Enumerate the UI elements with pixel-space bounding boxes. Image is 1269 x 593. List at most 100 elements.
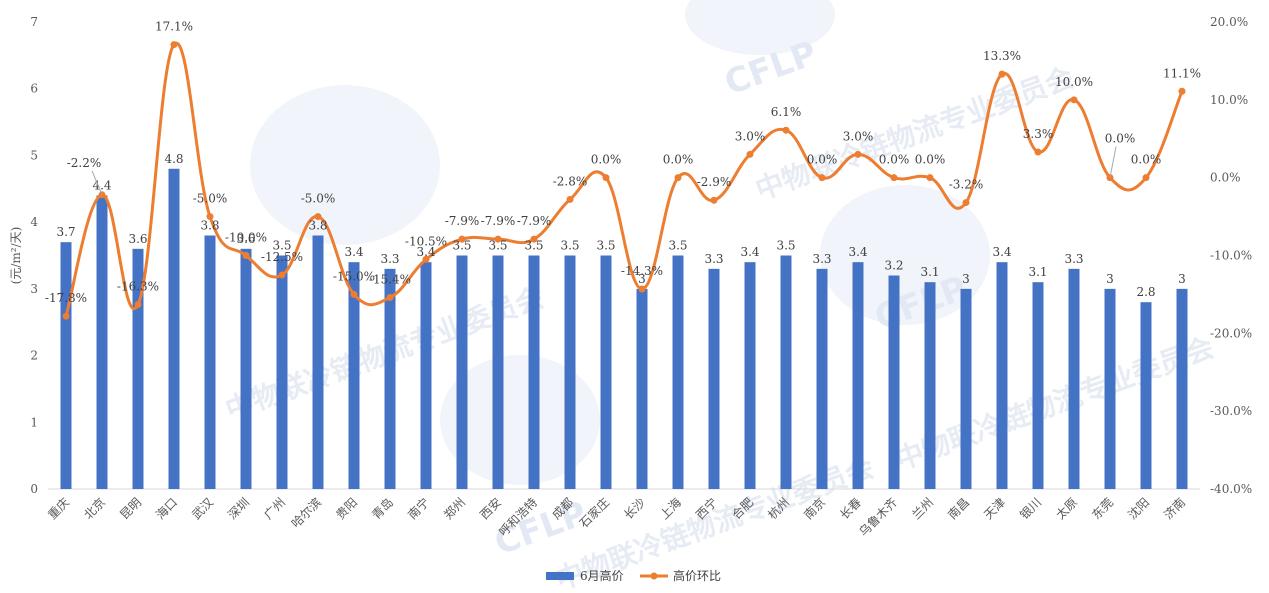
line-value-label: -10.5% bbox=[405, 234, 447, 248]
line-point bbox=[818, 174, 826, 182]
bar-value-label: 3.5 bbox=[596, 239, 615, 253]
x-tick-label: 长春 bbox=[837, 495, 864, 522]
bar bbox=[60, 242, 72, 489]
line-value-label: 0.0% bbox=[915, 153, 946, 167]
bar-value-label: 2.8 bbox=[1136, 285, 1155, 299]
line-value-label: -7.9% bbox=[517, 214, 552, 228]
line-value-label: 0.0% bbox=[663, 153, 694, 167]
line-value-label: 3.3% bbox=[1023, 127, 1054, 141]
line-point bbox=[674, 174, 682, 182]
bar-value-label: 3.5 bbox=[272, 239, 291, 253]
line-value-label: -14.3% bbox=[621, 264, 663, 278]
line-value-label: -15.0% bbox=[333, 269, 375, 283]
x-tick-label: 贵阳 bbox=[333, 495, 360, 522]
x-tick-label: 长沙 bbox=[621, 495, 648, 522]
bar-value-label: 3.4 bbox=[848, 245, 867, 259]
watermark-org-text: 中物联冷链物流专业委员会 bbox=[891, 331, 1218, 477]
bar-value-label: 3.6 bbox=[236, 232, 255, 246]
x-tick-label: 天津 bbox=[981, 495, 1008, 522]
bar bbox=[1176, 288, 1188, 489]
y2-tick-label: -10.0% bbox=[1210, 249, 1252, 263]
y-axis-title: (元/m²/天) bbox=[9, 227, 23, 285]
x-tick-label: 西安 bbox=[477, 495, 505, 523]
bar bbox=[1068, 268, 1080, 489]
line-point bbox=[62, 312, 70, 320]
line-point bbox=[134, 301, 142, 309]
bar bbox=[888, 275, 900, 489]
x-tick-label: 沈阳 bbox=[1125, 495, 1153, 523]
x-tick-label: 海口 bbox=[153, 495, 181, 523]
bar bbox=[168, 168, 180, 489]
line-value-label: -12.5% bbox=[261, 250, 303, 264]
line-value-label: -7.9% bbox=[481, 214, 516, 228]
y-tick-label: 7 bbox=[30, 15, 38, 29]
bar-value-label: 3 bbox=[1106, 272, 1114, 286]
bar bbox=[276, 255, 288, 489]
bar-value-label: 3.4 bbox=[740, 245, 759, 259]
line-value-label: -16.3% bbox=[117, 280, 159, 294]
x-tick-label: 哈尔滨 bbox=[288, 495, 324, 531]
line-point bbox=[710, 196, 718, 204]
bar bbox=[780, 255, 792, 489]
bar-value-label: 3.7 bbox=[56, 225, 75, 239]
bar-value-label: 3.5 bbox=[452, 239, 471, 253]
line-point bbox=[206, 213, 214, 221]
line-value-label: 3.0% bbox=[735, 129, 766, 143]
line-point bbox=[638, 285, 646, 293]
y-tick-label: 4 bbox=[30, 215, 38, 229]
bar bbox=[456, 255, 468, 489]
bar bbox=[708, 268, 720, 489]
line-value-label: -5.0% bbox=[193, 192, 228, 206]
line-value-label: 11.1% bbox=[1163, 66, 1201, 80]
x-tick-label: 南宁 bbox=[405, 495, 433, 523]
bar bbox=[528, 255, 540, 489]
label-leader-line bbox=[91, 170, 103, 195]
bar bbox=[96, 195, 108, 489]
bar-value-label: 3.5 bbox=[560, 239, 579, 253]
x-tick-label: 济南 bbox=[1161, 495, 1189, 523]
line-point bbox=[494, 235, 502, 243]
line-point bbox=[746, 150, 754, 158]
bar-value-label: 3.8 bbox=[200, 218, 219, 232]
line-point bbox=[890, 174, 898, 182]
line-value-label: 0.0% bbox=[879, 153, 910, 167]
bar bbox=[492, 255, 504, 489]
y-tick-label: 5 bbox=[30, 148, 38, 162]
x-tick-label: 重庆 bbox=[45, 495, 72, 522]
line-value-label: 3.0% bbox=[843, 129, 874, 143]
bar-value-label: 3.3 bbox=[380, 252, 399, 266]
bar-value-label: 3 bbox=[962, 272, 970, 286]
x-tick-label: 郑州 bbox=[441, 495, 469, 523]
bar bbox=[132, 248, 144, 489]
bar bbox=[672, 255, 684, 489]
watermark-shape bbox=[685, 0, 835, 55]
line-point bbox=[1178, 87, 1186, 95]
y-tick-label: 6 bbox=[30, 82, 38, 96]
line-value-label: 10.0% bbox=[1055, 75, 1093, 89]
watermark-shape bbox=[440, 355, 600, 485]
bar-value-label: 3.3 bbox=[1064, 252, 1083, 266]
legend-swatch-marker bbox=[650, 572, 658, 580]
line-point bbox=[386, 294, 394, 302]
x-tick-label: 南昌 bbox=[945, 495, 973, 523]
x-tick-label: 深圳 bbox=[225, 495, 252, 522]
x-tick-label: 东莞 bbox=[1089, 495, 1116, 522]
bar bbox=[204, 235, 216, 489]
x-tick-label: 广州 bbox=[261, 495, 288, 522]
x-tick-label: 乌鲁木齐 bbox=[856, 495, 901, 540]
bar bbox=[1140, 302, 1152, 489]
bar bbox=[312, 235, 324, 489]
bar-value-label: 3.8 bbox=[308, 218, 327, 232]
bar-value-label: 3 bbox=[1178, 272, 1186, 286]
bar bbox=[636, 288, 648, 489]
bar bbox=[852, 262, 864, 489]
bar bbox=[348, 262, 360, 489]
legend-swatch-bar bbox=[546, 572, 574, 580]
line-value-label: -10.0% bbox=[225, 231, 267, 245]
y2-tick-label: -40.0% bbox=[1210, 482, 1252, 496]
line-point bbox=[278, 271, 286, 279]
line-value-label: 0.0% bbox=[807, 153, 838, 167]
y2-tick-label: 20.0% bbox=[1210, 15, 1248, 29]
y2-tick-label: 10.0% bbox=[1210, 93, 1248, 107]
bar bbox=[816, 268, 828, 489]
